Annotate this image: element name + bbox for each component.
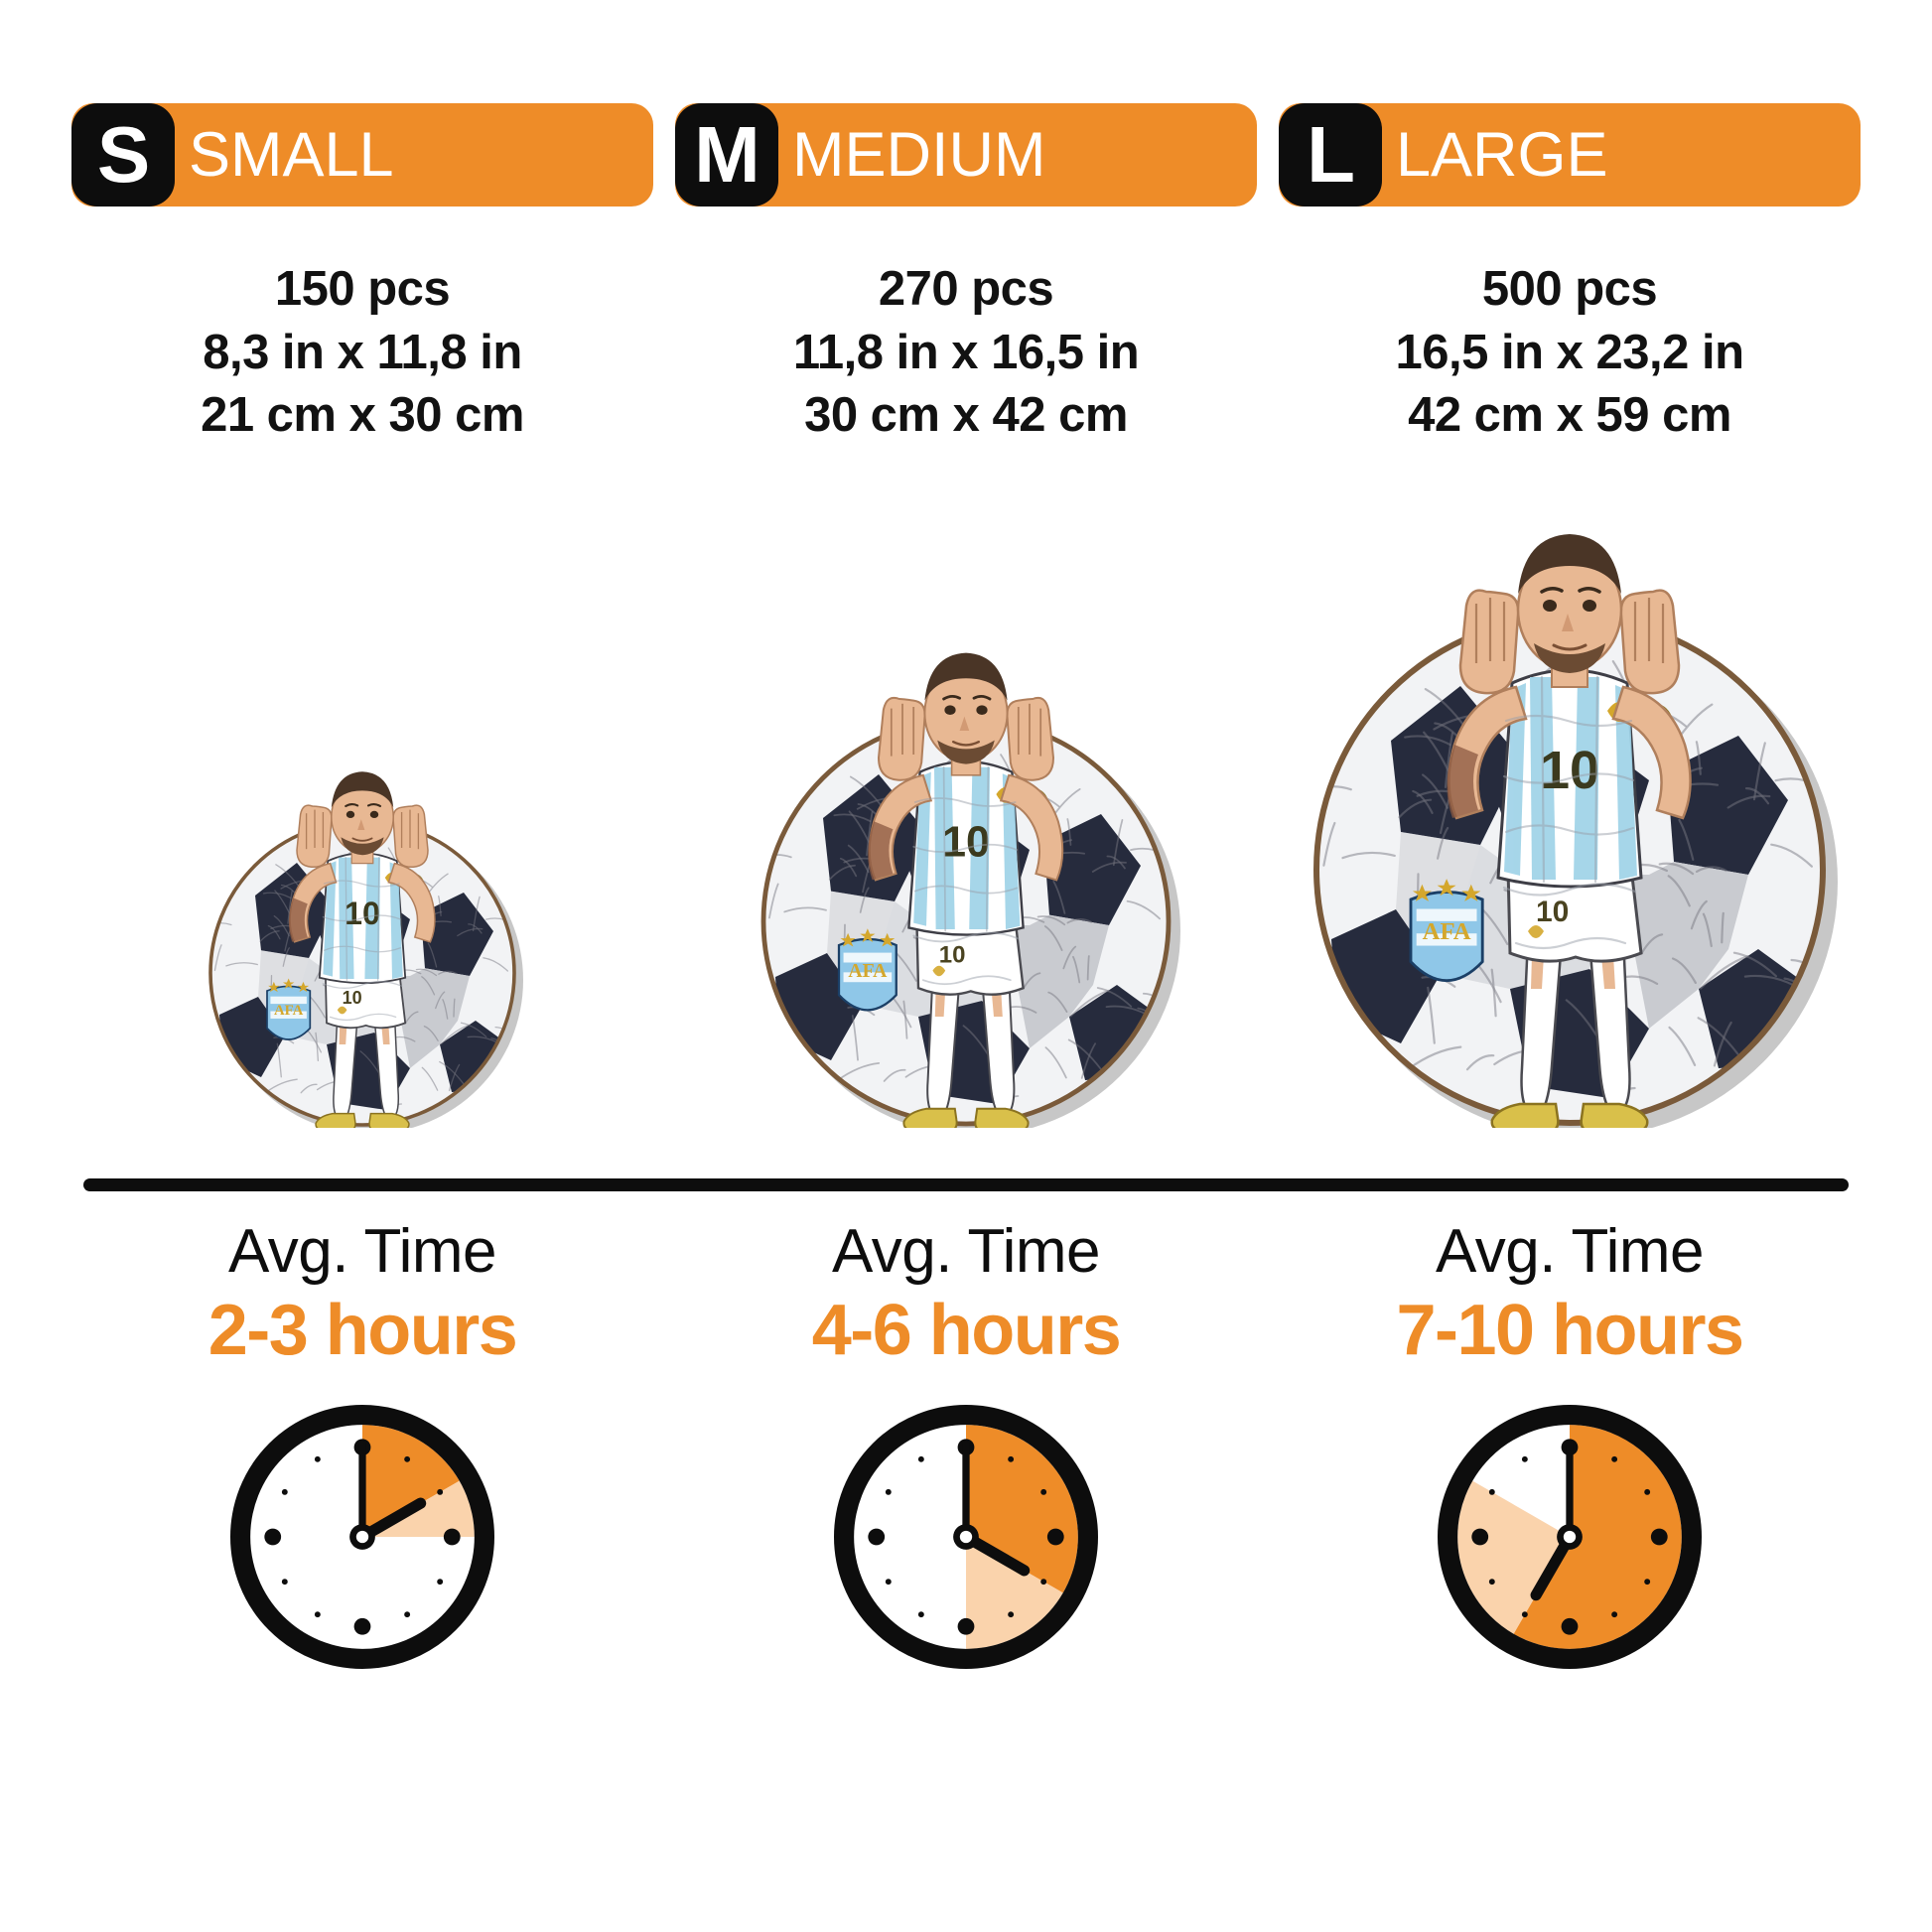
size-badge-label-small: SMALL — [189, 119, 394, 190]
svg-text:AFA: AFA — [848, 960, 888, 982]
avg-time-value-small: 2-3 hours — [207, 1291, 518, 1371]
avg-time-row: Avg. Time 2-3 hours Avg. Time 4-6 hours … — [0, 1191, 1932, 1681]
clock-icon-medium — [827, 1398, 1105, 1681]
afa-crest: AFA — [1409, 879, 1484, 983]
size-badge-medium[interactable]: M MEDIUM — [675, 103, 1257, 207]
puzzle-artwork-medium: AFA 10 10 — [744, 604, 1188, 1137]
size-badge-letter-m: M — [675, 103, 778, 207]
dimensions-inches-medium: 11,8 in x 16,5 in — [792, 325, 1140, 379]
size-badge-label-medium: MEDIUM — [792, 119, 1046, 190]
size-column-large: L LARGE 500 pcs 16,5 in x 23,2 in 42 cm … — [1279, 103, 1861, 448]
piece-count-medium: 270 pcs — [878, 262, 1054, 316]
svg-text:10: 10 — [343, 988, 362, 1008]
piece-count-large: 500 pcs — [1481, 262, 1658, 316]
size-specs-medium: 270 pcs 11,8 in x 16,5 in 30 cm x 42 cm — [792, 258, 1140, 448]
dimensions-cm-large: 42 cm x 59 cm — [1408, 388, 1731, 443]
svg-text:10: 10 — [345, 896, 380, 931]
avg-time-column-small: Avg. Time 2-3 hours — [71, 1217, 653, 1681]
section-divider — [83, 1178, 1849, 1192]
svg-text:10: 10 — [1536, 896, 1569, 928]
size-header-row: S SMALL 150 pcs 8,3 in x 11,8 in 21 cm x… — [0, 0, 1932, 448]
svg-text:10: 10 — [1540, 741, 1599, 800]
clock-face — [834, 1404, 1098, 1669]
puzzle-illustration: AFA 10 10 — [1313, 534, 1838, 1139]
size-column-small: S SMALL 150 pcs 8,3 in x 11,8 in 21 cm x… — [71, 103, 653, 448]
avg-time-value-medium: 4-6 hours — [811, 1291, 1122, 1371]
puzzle-illustration: AFA 10 10 — [760, 652, 1180, 1137]
size-badge-letter-s: S — [71, 103, 175, 207]
dimensions-cm-small: 21 cm x 30 cm — [201, 388, 524, 443]
svg-text:10: 10 — [942, 818, 990, 866]
size-badge-letter-l: L — [1279, 103, 1382, 207]
clock-wrap-small — [223, 1398, 501, 1681]
avg-time-caption-large: Avg. Time — [1435, 1217, 1705, 1287]
avg-time-caption-medium: Avg. Time — [831, 1217, 1101, 1287]
puzzle-artwork-cell-medium: AFA 10 10 — [675, 448, 1257, 1137]
puzzle-artwork-small: AFA 10 10 — [196, 735, 529, 1135]
clock-icon-small — [223, 1398, 501, 1681]
player-figure: 10 10 — [288, 771, 436, 1132]
clock-face — [1438, 1404, 1702, 1669]
avg-time-column-medium: Avg. Time 4-6 hours — [675, 1217, 1257, 1681]
puzzle-artwork-cell-small: AFA 10 10 — [71, 448, 653, 1135]
afa-crest: AFA — [837, 928, 897, 1012]
size-specs-large: 500 pcs 16,5 in x 23,2 in 42 cm x 59 cm — [1395, 258, 1744, 448]
clock-wrap-medium — [827, 1398, 1105, 1681]
puzzle-illustration: AFA 10 10 — [208, 771, 523, 1135]
clock-wrap-large — [1431, 1398, 1709, 1681]
puzzle-artwork-large: AFA 10 10 — [1292, 473, 1848, 1139]
avg-time-value-large: 7-10 hours — [1396, 1291, 1744, 1371]
clock-face — [230, 1404, 494, 1669]
size-badge-large[interactable]: L LARGE — [1279, 103, 1861, 207]
svg-text:AFA: AFA — [274, 1003, 304, 1019]
avg-time-column-large: Avg. Time 7-10 hours — [1279, 1217, 1861, 1681]
size-badge-small[interactable]: S SMALL — [71, 103, 653, 207]
dimensions-inches-small: 8,3 in x 11,8 in — [203, 325, 522, 379]
afa-crest: AFA — [266, 978, 312, 1040]
size-badge-label-large: LARGE — [1396, 119, 1608, 190]
dimensions-inches-large: 16,5 in x 23,2 in — [1395, 325, 1744, 379]
svg-text:10: 10 — [939, 942, 966, 969]
avg-time-caption-small: Avg. Time — [227, 1217, 497, 1287]
size-column-medium: M MEDIUM 270 pcs 11,8 in x 16,5 in 30 cm… — [675, 103, 1257, 448]
puzzle-artwork-row: AFA 10 10 — [0, 448, 1932, 1139]
size-specs-small: 150 pcs 8,3 in x 11,8 in 21 cm x 30 cm — [201, 258, 524, 448]
clock-icon-large — [1431, 1398, 1709, 1681]
svg-text:AFA: AFA — [1423, 918, 1471, 945]
puzzle-artwork-cell-large: AFA 10 10 — [1279, 448, 1861, 1139]
piece-count-small: 150 pcs — [274, 262, 451, 316]
dimensions-cm-medium: 30 cm x 42 cm — [804, 388, 1128, 443]
